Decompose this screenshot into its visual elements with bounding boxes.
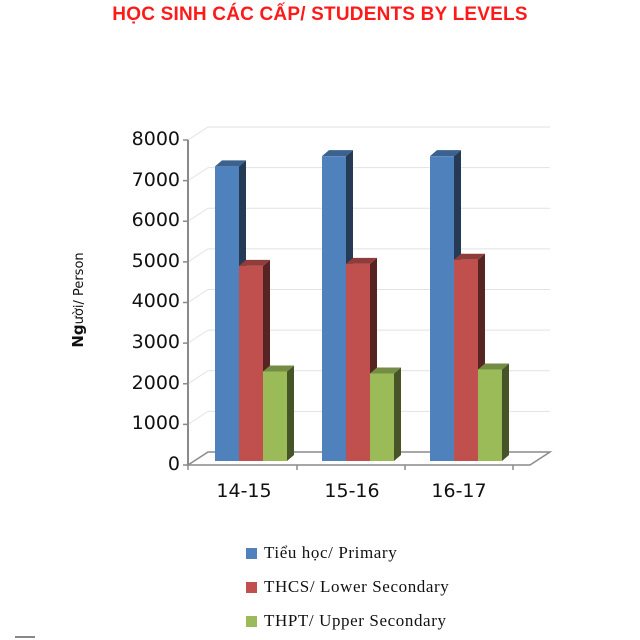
y-tick-5000: 5000: [131, 250, 180, 272]
legend-label-upper-secondary: THPT/ Upper Secondary: [264, 611, 447, 630]
y-tick-8000: 8000: [131, 128, 180, 150]
legend-swatch-upper-secondary: [246, 615, 257, 627]
legend-item-primary: Tiểu học/ Primary: [246, 538, 449, 568]
y-tick-4000: 4000: [131, 290, 180, 312]
bar-16-17-2: [478, 363, 509, 461]
corner-mark: [15, 636, 35, 638]
chart-title: HỌC SINH CÁC CẤP/ STUDENTS BY LEVELS: [112, 4, 528, 25]
bars: [215, 150, 509, 461]
x-category-16-17: 16-17: [431, 480, 487, 502]
bar-15-16-0: [322, 150, 353, 461]
bar-14-15-1: [239, 259, 270, 461]
y-tick-3000: 3000: [131, 331, 180, 353]
y-tick-7000: 7000: [131, 169, 180, 191]
legend-swatch-lower-secondary: [246, 581, 257, 593]
legend-swatch-primary: [246, 547, 257, 559]
y-tick-1000: 1000: [131, 412, 180, 434]
y-tick-6000: 6000: [131, 209, 180, 231]
legend: Tiểu học/ Primary THCS/ Lower Secondary …: [246, 538, 449, 640]
y-tick-0: 0: [167, 453, 180, 475]
legend-item-upper-secondary: THPT/ Upper Secondary: [246, 606, 449, 636]
x-category-15-16: 15-16: [324, 480, 380, 502]
bar-15-16-2: [370, 367, 401, 461]
x-category-14-15: 14-15: [216, 480, 272, 502]
legend-label-lower-secondary: THCS/ Lower Secondary: [264, 577, 450, 596]
legend-item-lower-secondary: THCS/ Lower Secondary: [246, 572, 449, 602]
bar-15-16-1: [346, 257, 377, 461]
legend-label-primary: Tiểu học/ Primary: [264, 543, 398, 562]
bar-14-15-2: [263, 365, 294, 461]
y-tick-2000: 2000: [131, 372, 180, 394]
